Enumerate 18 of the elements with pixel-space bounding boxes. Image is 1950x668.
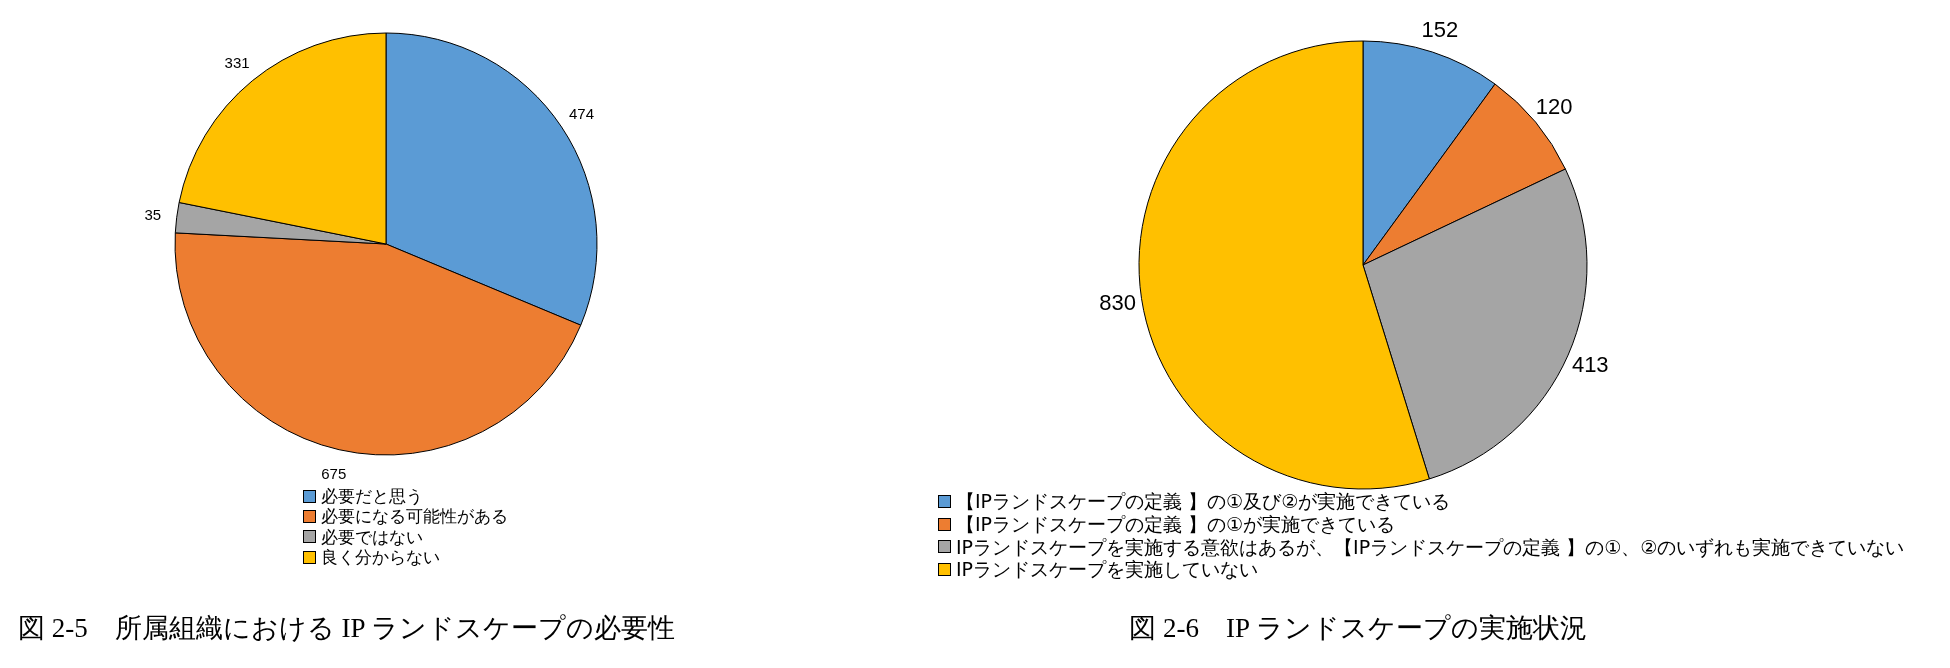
data-label: 152 bbox=[1421, 16, 1459, 42]
legend-label: 【IPランドスケープの定義 】の①及び②が実施できている bbox=[956, 490, 1451, 513]
legend-label: 良く分からない bbox=[321, 547, 440, 568]
text: 図 2-6 IP ランドスケープの実施状況 bbox=[1128, 612, 1588, 645]
data-label: 120 bbox=[1535, 94, 1573, 120]
legend-label: 必要になる可能性がある bbox=[321, 506, 508, 527]
legend-label: 【IPランドスケープの定義 】の①が実施できている bbox=[956, 512, 1396, 536]
legend-label: 必要ではない bbox=[321, 526, 423, 548]
data-label: 675 bbox=[321, 464, 347, 482]
data-label: 331 bbox=[224, 53, 250, 71]
text: 図 2-5 所属組織における IP ランドスケープの必要性 bbox=[18, 612, 677, 645]
legend-label: IPランドスケープを実施する意欲はあるが、【IPランドスケープの定義 】の①、②のいずれも実施できていない bbox=[956, 535, 1905, 559]
legend-label: IPランドスケープを実施していない bbox=[956, 558, 1259, 582]
legend-label: 必要だと思う bbox=[321, 486, 423, 507]
data-label: 35 bbox=[144, 206, 162, 224]
data-label: 413 bbox=[1571, 352, 1609, 378]
data-label: 830 bbox=[1099, 289, 1136, 315]
data-label: 474 bbox=[569, 105, 595, 123]
